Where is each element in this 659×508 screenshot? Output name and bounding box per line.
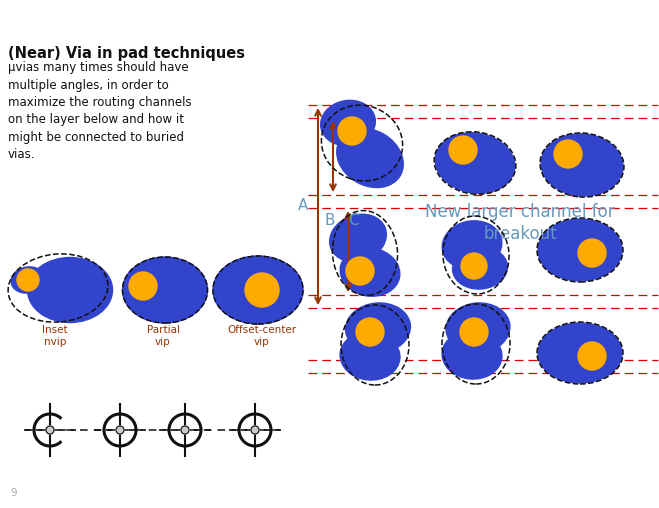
Circle shape — [461, 253, 487, 279]
Text: Partial
vip: Partial vip — [146, 325, 179, 346]
Ellipse shape — [11, 267, 45, 293]
Circle shape — [578, 342, 606, 370]
Text: μvias many times should have
multiple angles, in order to
maximize the routing c: μvias many times should have multiple an… — [8, 61, 192, 162]
Ellipse shape — [321, 101, 376, 146]
Circle shape — [245, 273, 279, 307]
Ellipse shape — [330, 214, 386, 262]
Text: A: A — [298, 199, 308, 213]
Text: C: C — [348, 213, 358, 228]
Ellipse shape — [538, 219, 622, 281]
Text: (Near) Via in pad techniques: (Near) Via in pad techniques — [8, 46, 245, 61]
Circle shape — [338, 117, 366, 145]
Ellipse shape — [213, 256, 303, 324]
Circle shape — [449, 136, 477, 164]
Ellipse shape — [442, 221, 502, 269]
Circle shape — [46, 426, 54, 434]
Ellipse shape — [435, 133, 515, 194]
Ellipse shape — [538, 323, 622, 383]
Circle shape — [460, 318, 488, 346]
Ellipse shape — [123, 257, 208, 323]
Circle shape — [17, 269, 39, 291]
Ellipse shape — [442, 331, 502, 379]
Text: Inset
nvip: Inset nvip — [42, 325, 68, 346]
Text: Offset-center
vip: Offset-center vip — [227, 325, 297, 346]
Circle shape — [356, 318, 384, 346]
Ellipse shape — [453, 247, 507, 289]
Text: B: B — [325, 213, 335, 228]
Circle shape — [251, 426, 259, 434]
Ellipse shape — [340, 248, 400, 296]
Text: New larger channel for
breakout: New larger channel for breakout — [425, 203, 615, 243]
Text: 9: 9 — [10, 488, 16, 498]
Ellipse shape — [541, 134, 623, 196]
Ellipse shape — [446, 303, 510, 353]
Ellipse shape — [345, 303, 411, 353]
Circle shape — [181, 426, 189, 434]
Circle shape — [129, 272, 157, 300]
Circle shape — [346, 257, 374, 285]
Circle shape — [116, 426, 124, 434]
Ellipse shape — [28, 258, 113, 323]
Ellipse shape — [337, 129, 403, 187]
Ellipse shape — [340, 332, 400, 380]
Circle shape — [578, 239, 606, 267]
Circle shape — [554, 140, 582, 168]
